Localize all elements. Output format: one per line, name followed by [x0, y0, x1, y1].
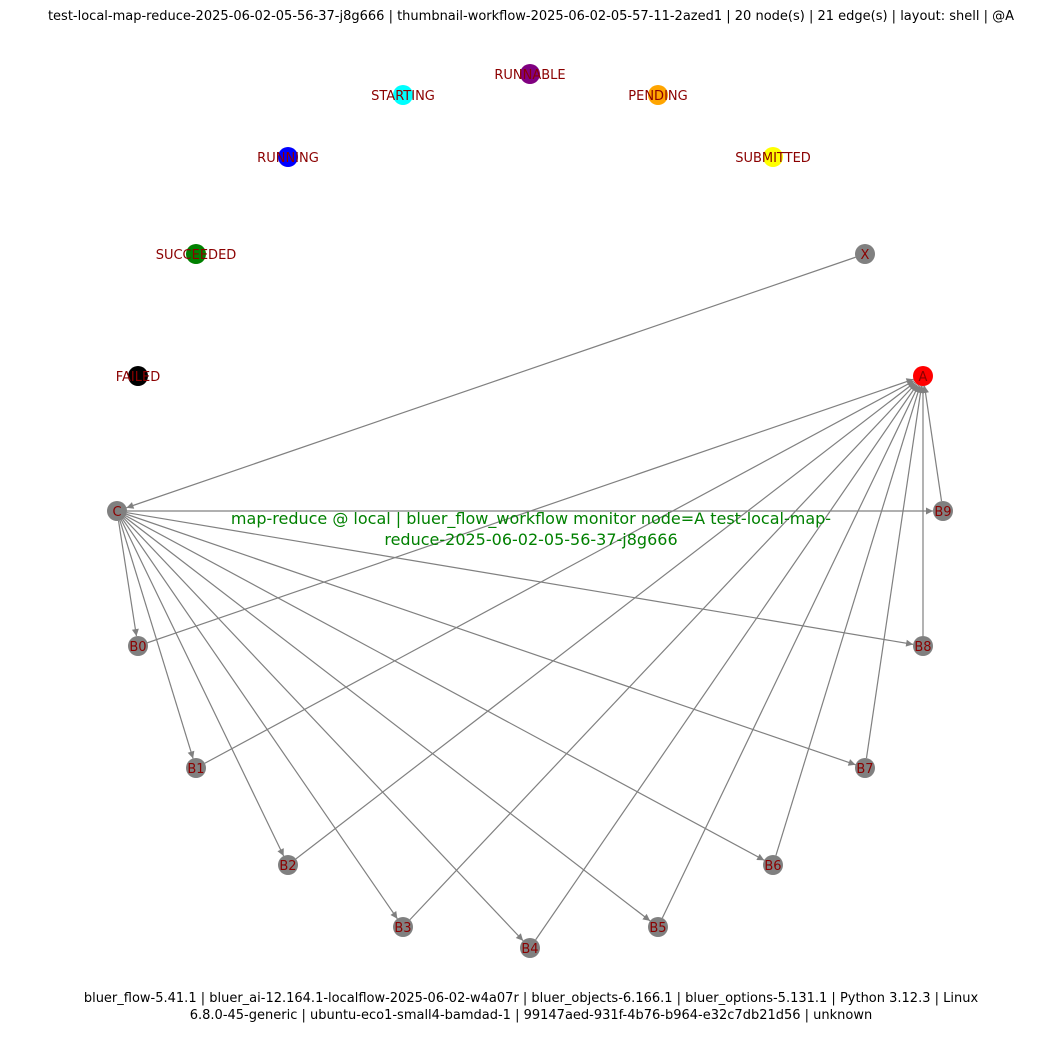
node-marker-b0 [128, 636, 148, 656]
figure-title: test-local-map-reduce-2025-06-02-05-56-3… [47, 9, 1015, 24]
node-b1: B1 [186, 758, 206, 778]
footer-line-2: 6.8.0-45-generic | ubuntu-eco1-small4-ba… [189, 1008, 873, 1023]
node-label-succeeded: SUCCEEDED [156, 248, 237, 263]
node-marker-pending [648, 85, 668, 105]
edge-B2-to-A [295, 381, 916, 860]
edge-B1-to-A [204, 380, 915, 764]
node-marker-a [913, 366, 933, 386]
edge-C-to-B3 [122, 518, 398, 920]
node-marker-x [855, 244, 875, 264]
node-marker-b2 [278, 855, 298, 875]
node-succeeded: SUCCEEDED [156, 244, 237, 264]
node-label-x: X [861, 248, 870, 263]
node-b4: B4 [520, 938, 540, 958]
node-label-b4: B4 [521, 942, 538, 957]
edge-B9-to-A [922, 385, 943, 502]
node-marker-b9 [933, 501, 953, 521]
node-c: C [107, 501, 127, 521]
node-marker-b4 [520, 938, 540, 958]
node-label-b3: B3 [394, 921, 411, 936]
node-label-running: RUNNING [257, 151, 319, 166]
edge-B7-to-A [865, 385, 924, 759]
node-marker-b3 [393, 917, 413, 937]
node-running: RUNNING [257, 147, 319, 167]
center-caption-line-1: map-reduce @ local | bluer_flow_workflow… [231, 509, 831, 529]
node-marker-starting [393, 85, 413, 105]
edge-B3-to-A [409, 382, 917, 921]
node-label-b1: B1 [187, 762, 204, 777]
edges-layer [117, 256, 943, 942]
node-b3: B3 [393, 917, 413, 937]
edge-B4-to-A [535, 383, 918, 941]
node-marker-succeeded [186, 244, 206, 264]
node-marker-b1 [186, 758, 206, 778]
node-a: A [913, 366, 933, 386]
node-label-failed: FAILED [116, 370, 160, 385]
node-label-b0: B0 [129, 640, 146, 655]
footer: bluer_flow-5.41.1 | bluer_ai-12.164.1-lo… [0, 990, 1062, 1024]
edge-C-to-B8 [126, 512, 914, 647]
edge-C-to-B0 [117, 520, 139, 637]
node-marker-failed [128, 366, 148, 386]
node-marker-b6 [763, 855, 783, 875]
node-starting: STARTING [371, 85, 435, 105]
edge-C-to-B7 [126, 513, 856, 766]
node-label-c: C [112, 505, 121, 520]
edge-X-to-C [126, 256, 856, 509]
center-caption: map-reduce @ local | bluer_flow_workflow… [231, 509, 831, 549]
node-b5: B5 [648, 917, 668, 937]
node-runnable: RUNNABLE [494, 64, 566, 84]
node-b2: B2 [278, 855, 298, 875]
node-label-b6: B6 [764, 859, 781, 874]
edge-B6-to-A [775, 385, 922, 856]
node-marker-runnable [520, 64, 540, 84]
node-b0: B0 [128, 636, 148, 656]
node-label-b5: B5 [649, 921, 666, 936]
node-marker-c [107, 501, 127, 521]
edge-B5-to-A [661, 384, 920, 919]
node-label-b2: B2 [279, 859, 296, 874]
edge-B0-to-A [147, 378, 914, 644]
node-marker-b7 [855, 758, 875, 778]
node-marker-submitted [763, 147, 783, 167]
center-caption-line-2: reduce-2025-06-02-05-56-37-j8g666 [384, 530, 677, 549]
node-label-b7: B7 [856, 762, 873, 777]
footer-line-1: bluer_flow-5.41.1 | bluer_ai-12.164.1-lo… [83, 991, 979, 1006]
node-marker-b8 [913, 636, 933, 656]
edge-C-to-B6 [125, 515, 765, 861]
node-label-a: A [919, 370, 928, 385]
node-x: X [855, 244, 875, 264]
nodes-layer: RUNNABLE STARTING PENDING RUNNING SUBMITTED S… [107, 64, 953, 958]
node-b6: B6 [763, 855, 783, 875]
node-b8: B8 [913, 636, 933, 656]
node-failed: FAILED [116, 366, 160, 386]
node-label-submitted: SUBMITTED [735, 151, 811, 166]
node-b7: B7 [855, 758, 875, 778]
edge-C-to-B5 [124, 516, 651, 922]
node-label-b9: B9 [934, 505, 951, 520]
node-label-b8: B8 [914, 640, 931, 655]
node-label-pending: PENDING [628, 89, 687, 104]
node-label-runnable: RUNNABLE [494, 68, 565, 83]
node-pending: PENDING [628, 85, 688, 105]
node-marker-running [278, 147, 298, 167]
node-b9: B9 [933, 501, 953, 521]
node-submitted: SUBMITTED [735, 147, 811, 167]
edge-C-to-B2 [120, 519, 285, 857]
node-marker-b5 [648, 917, 668, 937]
node-label-starting: STARTING [371, 89, 435, 104]
